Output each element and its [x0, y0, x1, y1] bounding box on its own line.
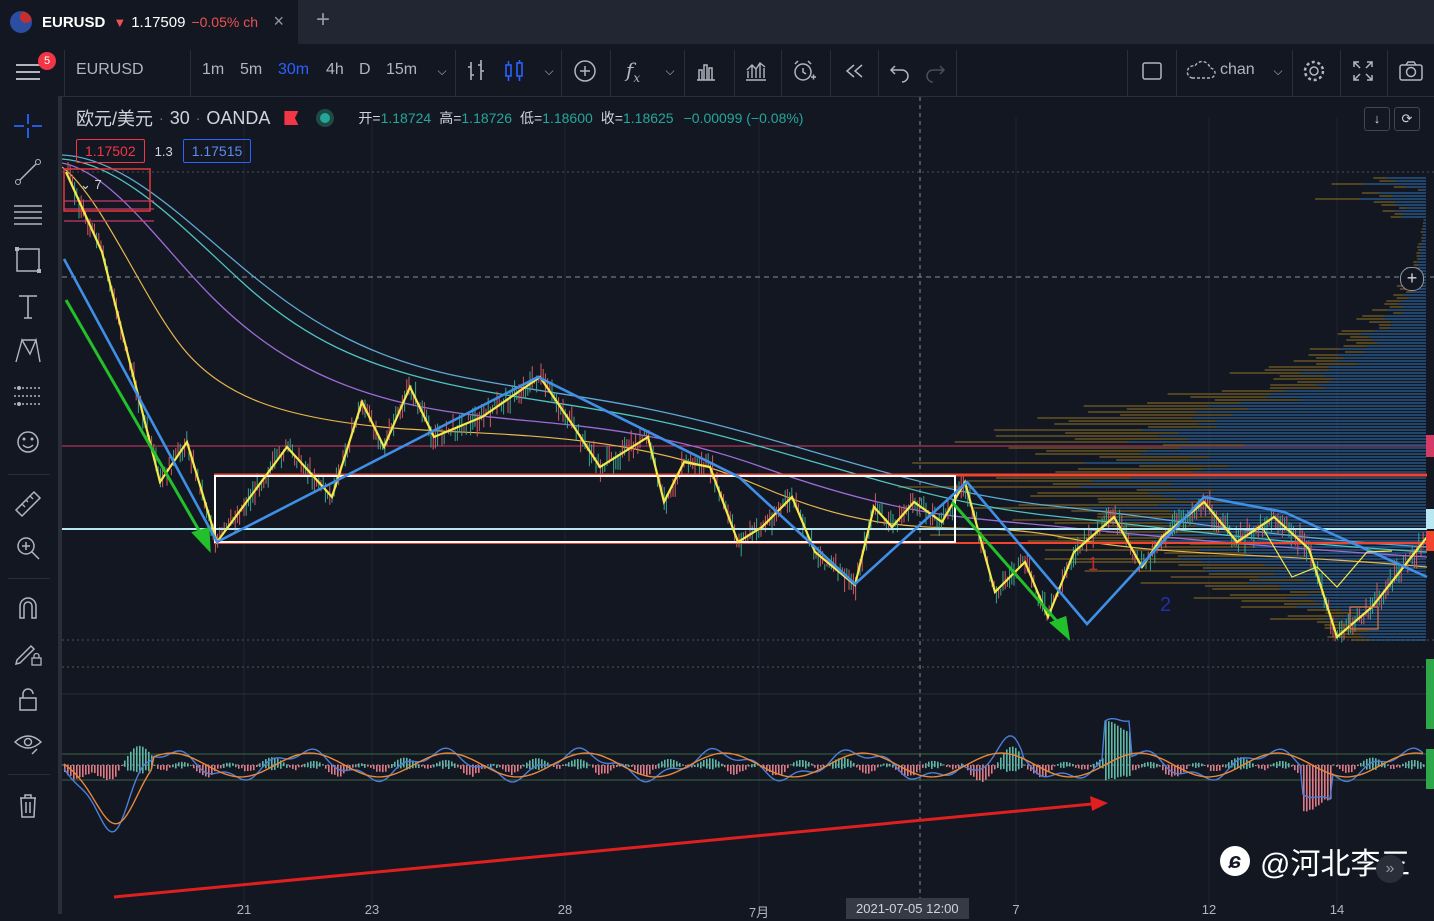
- x-label: 23: [364, 902, 380, 917]
- green-down-arrows: [64, 299, 1071, 641]
- x-label: 12: [1201, 902, 1217, 917]
- source-label: OANDA: [206, 107, 271, 128]
- macd-histogram: [64, 721, 1425, 812]
- bar-chart-type-icon[interactable]: [463, 58, 491, 84]
- reset-view-icon[interactable]: ⟳: [1394, 107, 1420, 131]
- macd-line: [63, 718, 1424, 833]
- symbol-title[interactable]: 欧元/美元: [76, 109, 154, 129]
- volume-profile: [898, 177, 1426, 641]
- timeframe-30m[interactable]: 30m: [278, 61, 310, 78]
- ohlc-high: 高=1.18726: [439, 110, 512, 126]
- magnet-icon[interactable]: [10, 592, 46, 624]
- timeframe-1m[interactable]: 1m: [202, 61, 225, 78]
- x-label: 21: [236, 902, 252, 917]
- weibo-logo-icon: ɕ: [1220, 846, 1250, 876]
- alert-clock-icon[interactable]: [790, 58, 818, 84]
- lock-drawing-icon[interactable]: [10, 638, 46, 670]
- market-open-icon: [320, 113, 331, 123]
- ohlc-close: 收=1.18625: [600, 110, 674, 126]
- replay-icon[interactable]: [840, 58, 868, 84]
- annotation-2: 2: [1160, 594, 1171, 616]
- tab-symbol: EURUSD: [42, 13, 106, 31]
- x-label: 14: [1329, 902, 1345, 917]
- compare-add-icon[interactable]: [571, 58, 599, 84]
- tab-change: −0.05% ch: [191, 14, 259, 30]
- signal-line: [63, 752, 1424, 825]
- chart-type-dropdown-icon[interactable]: ⌵: [544, 64, 554, 78]
- tab-price: 1.17509: [131, 13, 186, 31]
- candle-chart-type-icon[interactable]: [500, 58, 528, 84]
- scroll-to-realtime-icon[interactable]: »: [1376, 855, 1404, 883]
- main-menu-button[interactable]: 5: [10, 52, 56, 86]
- drawing-toolbar: [0, 96, 62, 914]
- indicators-dropdown-icon[interactable]: ⌵: [665, 64, 675, 78]
- scroll-down-icon[interactable]: ↓: [1364, 107, 1390, 131]
- close-tab-icon[interactable]: ×: [273, 11, 284, 31]
- fullscreen-rect-icon[interactable]: [1138, 58, 1166, 84]
- flag-icon[interactable]: [284, 111, 299, 125]
- ruler-icon[interactable]: [10, 486, 46, 518]
- lock-icon[interactable]: [10, 684, 46, 716]
- fib-icon[interactable]: [10, 200, 46, 232]
- annotation-1: 1: [1088, 554, 1098, 574]
- buy-price-button[interactable]: 1.17515: [182, 139, 252, 163]
- new-tab-button[interactable]: +: [316, 6, 331, 33]
- price-chart-canvas[interactable]: 1 2: [62, 97, 1434, 914]
- trendline-icon[interactable]: [10, 156, 46, 188]
- crosshair-time-label: 2021-07-05 12:00: [846, 898, 969, 919]
- browser-tab-bar: EURUSD ▼ 1.17509 −0.05% ch × +: [0, 0, 1434, 44]
- sell-price-button[interactable]: 1.17502: [76, 139, 145, 163]
- consolidation-box: [214, 475, 956, 543]
- camera-snapshot-icon[interactable]: [1397, 58, 1425, 84]
- x-label: 7: [1012, 902, 1020, 917]
- ohlc-open: 开=1.18724: [358, 110, 432, 126]
- timeframe-15m[interactable]: 15m: [386, 61, 418, 78]
- financials-icon[interactable]: [692, 58, 720, 84]
- zoom-icon[interactable]: [10, 532, 46, 564]
- down-arrow-icon: ▼: [113, 14, 127, 30]
- notification-badge: 5: [38, 52, 56, 70]
- top-toolbar: 5 EURUSD 1m 5m 30m 4h D 15m ⌵ ⌵ fx ⌵: [0, 46, 1434, 97]
- symbol-search-button[interactable]: EURUSD: [76, 61, 144, 78]
- settings-gear-icon[interactable]: [1300, 58, 1328, 84]
- indicator-collapse-button[interactable]: ⌄ 7: [80, 177, 102, 192]
- crosshair-icon[interactable]: [10, 110, 46, 142]
- eye-icon[interactable]: [10, 728, 46, 760]
- chart-legend: 欧元/美元 · 30 · OANDA 开=1.18724 高=1.18726 低…: [76, 107, 804, 130]
- rectangle-icon[interactable]: [10, 244, 46, 276]
- timeframe-4h[interactable]: 4h: [326, 61, 344, 78]
- trash-icon[interactable]: [10, 790, 46, 822]
- layout-dropdown-icon[interactable]: ⌵: [1273, 64, 1283, 78]
- timeframe-5m[interactable]: 5m: [240, 61, 263, 78]
- timeframe-dropdown-icon[interactable]: ⌵: [437, 64, 447, 78]
- spread-value: 1.3: [154, 143, 173, 159]
- indicators-fx-icon[interactable]: fx: [625, 58, 641, 85]
- redo-icon[interactable]: [921, 58, 949, 84]
- timeframe-d[interactable]: D: [359, 61, 371, 78]
- emoji-icon[interactable]: [10, 426, 46, 458]
- chevron-down-icon: ⌄: [80, 177, 91, 192]
- eu-us-flag-icon: [10, 11, 32, 33]
- ohlc-change: −0.00099 (−0.08%): [683, 110, 804, 126]
- browser-tab[interactable]: EURUSD ▼ 1.17509 −0.05% ch ×: [0, 0, 298, 44]
- x-label: 7月: [748, 905, 770, 920]
- cloud-layout-icon[interactable]: [1184, 58, 1218, 84]
- text-icon[interactable]: [10, 290, 46, 322]
- yellow-stroke-line: [64, 171, 1428, 639]
- templates-icon[interactable]: [742, 58, 770, 84]
- add-alert-plus-icon[interactable]: +: [1400, 267, 1424, 291]
- pattern-icon[interactable]: [10, 334, 46, 366]
- blue-segment-line: [62, 258, 1428, 626]
- interval-label: 30: [169, 107, 190, 128]
- prediction-icon[interactable]: [10, 380, 46, 412]
- bid-ask-panel: 1.17502 1.3 1.17515: [76, 139, 252, 163]
- undo-icon[interactable]: [886, 58, 914, 84]
- layout-name[interactable]: chan: [1220, 61, 1255, 78]
- ohlc-low: 低=1.18600: [520, 110, 593, 126]
- expand-icon[interactable]: [1349, 58, 1377, 84]
- chart-pane[interactable]: 1 2 欧元/美元 · 30 · OANDA 开=1.18724 高=1.187…: [62, 97, 1434, 920]
- x-label: 28: [557, 902, 573, 917]
